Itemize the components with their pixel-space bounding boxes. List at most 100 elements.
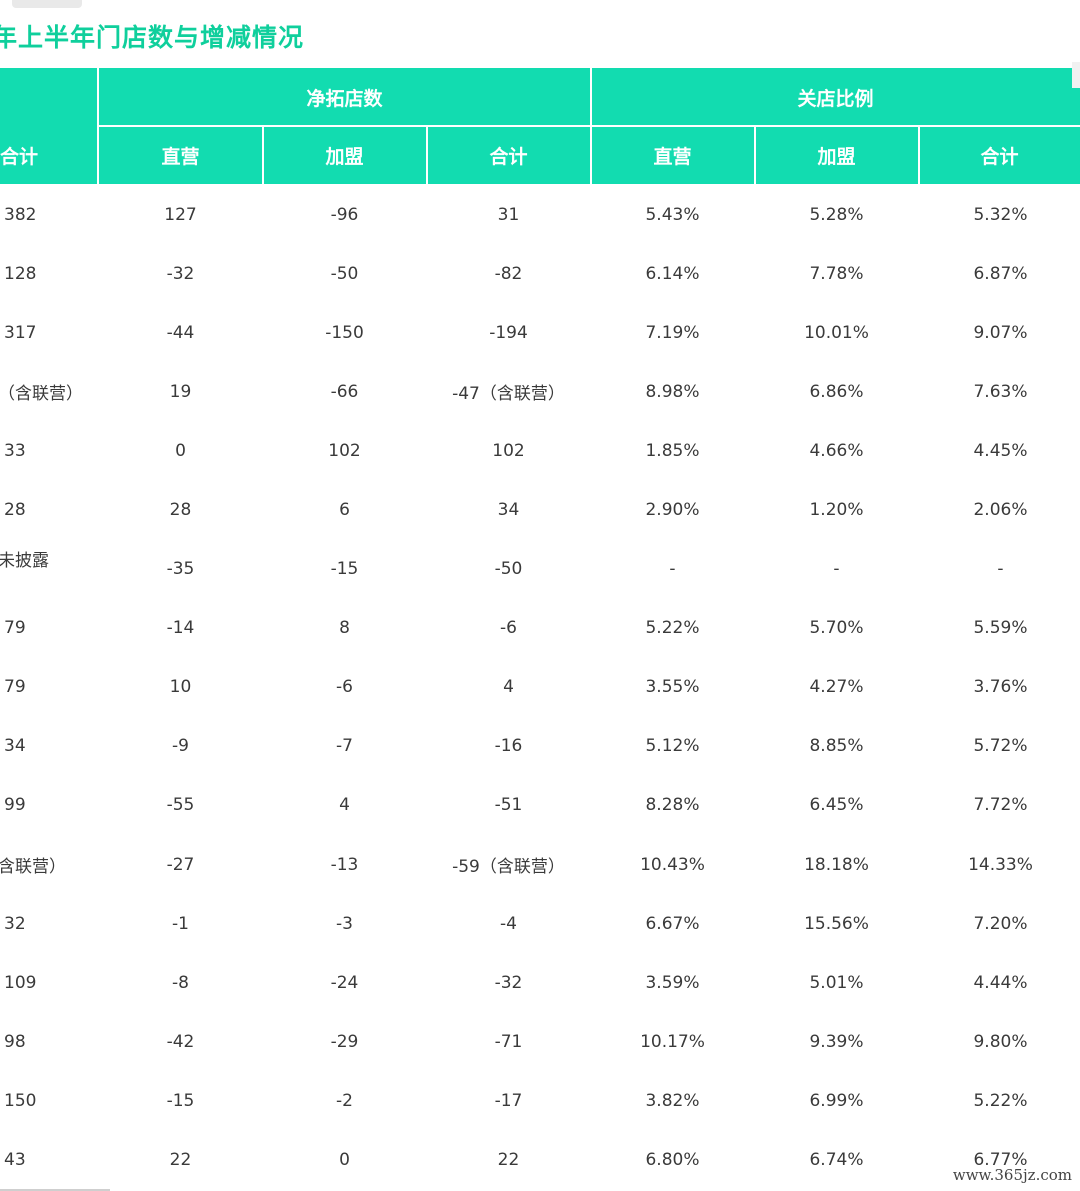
cell-close-franchise: 6.74% — [809, 1150, 864, 1171]
header-divider — [918, 126, 920, 184]
cell-close-total: 4.44% — [973, 972, 1028, 993]
cell-total-left: 32 — [4, 913, 26, 934]
cell-close-franchise: 15.56% — [804, 913, 869, 934]
cell-total-left: 28 — [4, 500, 26, 521]
header-franchise: 加盟 — [325, 145, 364, 168]
table-row: 含联营） -27 -13 -59（含联营） 10.43% 18.18% 14.33% — [0, 835, 1080, 894]
header-direct: 直营 — [161, 145, 200, 168]
cell-total-left: 109 — [4, 972, 37, 993]
cell-net-total: 22 — [497, 1150, 520, 1171]
page-title: 年上半年门店数与增减情况 — [0, 23, 305, 52]
header-close-total: 合计 — [980, 145, 1019, 168]
cell-total-left: 含联营） — [0, 857, 66, 878]
cell-net-direct: -27 — [166, 854, 195, 875]
cell-net-total: 4 — [503, 677, 514, 698]
table-row: （含联营） 19 -66 -47（含联营） 8.98% 6.86% 7.63% — [0, 362, 1080, 421]
table-row: 109 -8 -24 -32 3.59% 5.01% 4.44% — [0, 953, 1080, 1012]
header-divider — [262, 126, 264, 184]
cell-close-direct: - — [669, 559, 676, 580]
cell-close-franchise: - — [833, 559, 840, 580]
cell-net-franchise: 102 — [328, 440, 361, 461]
cell-net-franchise: -29 — [330, 1031, 359, 1052]
cell-total-left: 128 — [4, 263, 37, 284]
cell-net-franchise: -24 — [330, 972, 359, 993]
cell-close-franchise: 1.20% — [809, 500, 864, 521]
cell-net-total: -16 — [494, 736, 523, 757]
cell-net-direct: 28 — [169, 500, 192, 521]
cell-close-direct: 6.80% — [645, 1150, 700, 1171]
table-row: 317 -44 -150 -194 7.19% 10.01% 9.07% — [0, 303, 1080, 362]
cell-close-franchise: 5.70% — [809, 618, 864, 639]
header-total: 合计 — [489, 145, 528, 168]
cell-close-franchise: 4.27% — [809, 677, 864, 698]
cell-net-total: -50 — [494, 559, 523, 580]
cell-net-franchise: -3 — [336, 913, 353, 934]
table-row: 99 -55 4 -51 8.28% 6.45% 7.72% — [0, 776, 1080, 835]
cell-close-total: 14.33% — [968, 854, 1033, 875]
footer-watermark: www.365jz.com — [948, 1165, 1076, 1185]
cell-total-left: 43 — [4, 1150, 26, 1171]
cell-close-franchise: 8.85% — [809, 736, 864, 757]
cell-close-total: 9.07% — [973, 322, 1028, 343]
table-row: 33 0 102 102 1.85% 4.66% 4.45% — [0, 421, 1080, 480]
cell-net-franchise: 6 — [339, 500, 350, 521]
cell-net-franchise: -2 — [336, 1090, 353, 1111]
cell-net-direct: 10 — [169, 677, 192, 698]
cell-net-total: -47（含联营） — [452, 384, 565, 405]
cell-net-total: -194 — [489, 322, 528, 343]
header-group-closure-ratio: 关店比例 — [797, 87, 874, 110]
header-divider — [97, 68, 99, 184]
cell-close-total: 7.63% — [973, 381, 1028, 402]
cell-net-total: 31 — [497, 204, 520, 225]
cell-net-total: -51 — [494, 795, 523, 816]
cell-net-total: 34 — [497, 500, 520, 521]
cell-close-franchise: 9.39% — [809, 1031, 864, 1052]
table-row: 128 -32 -50 -82 6.14% 7.78% 6.87% — [0, 244, 1080, 303]
cell-net-direct: -32 — [166, 263, 195, 284]
cell-total-left: （含联营） — [0, 384, 83, 405]
cell-total-left: 98 — [4, 1031, 26, 1052]
cell-net-direct: -14 — [166, 618, 195, 639]
cell-close-direct: 10.17% — [640, 1031, 705, 1052]
cell-net-direct: -55 — [166, 795, 195, 816]
top-tab-decoration — [12, 0, 82, 8]
header-close-direct: 直营 — [653, 145, 692, 168]
cell-net-total: -59（含联营） — [452, 857, 565, 878]
table-row: 79 10 -6 4 3.55% 4.27% 3.76% — [0, 658, 1080, 717]
cell-close-franchise: 6.99% — [809, 1090, 864, 1111]
cell-net-total: -32 — [494, 972, 523, 993]
cell-total-left: 382 — [4, 204, 37, 225]
bottom-divider — [0, 1189, 110, 1191]
cell-close-direct: 8.28% — [645, 795, 700, 816]
cell-net-total: 102 — [492, 440, 525, 461]
cell-net-franchise: 4 — [339, 795, 350, 816]
header-close-franchise: 加盟 — [817, 145, 856, 168]
table-row: 28 28 6 34 2.90% 1.20% 2.06% — [0, 480, 1080, 539]
cell-net-direct: -35 — [166, 559, 195, 580]
cell-close-direct: 8.98% — [645, 381, 700, 402]
cell-close-total: 7.20% — [973, 913, 1028, 934]
cell-close-franchise: 18.18% — [804, 854, 869, 875]
cell-close-total: - — [997, 559, 1004, 580]
cell-close-direct: 5.43% — [645, 204, 700, 225]
cell-net-franchise: 0 — [339, 1150, 350, 1171]
cell-close-franchise: 7.78% — [809, 263, 864, 284]
cell-close-direct: 7.19% — [645, 322, 700, 343]
cell-net-direct: -9 — [172, 736, 189, 757]
cell-close-direct: 6.14% — [645, 263, 700, 284]
cell-close-direct: 6.67% — [645, 913, 700, 934]
cell-close-direct: 3.55% — [645, 677, 700, 698]
cell-total-left: 317 — [4, 322, 37, 343]
cell-net-franchise: -15 — [330, 559, 359, 580]
cell-close-franchise: 5.01% — [809, 972, 864, 993]
cell-net-direct: -1 — [172, 913, 189, 934]
cell-close-total: 7.72% — [973, 795, 1028, 816]
table-row: 150 -15 -2 -17 3.82% 6.99% 5.22% — [0, 1071, 1080, 1130]
table-row: 32 -1 -3 -4 6.67% 15.56% 7.20% — [0, 894, 1080, 953]
cell-close-franchise: 6.86% — [809, 381, 864, 402]
cell-total-left: 79 — [4, 618, 26, 639]
cell-net-franchise: -66 — [330, 381, 359, 402]
table-body: 382 127 -96 31 5.43% 5.28% 5.32% 128 -32 -50 -82 6.… — [0, 185, 1080, 1190]
cell-close-direct: 1.85% — [645, 440, 700, 461]
cell-net-direct: 22 — [169, 1150, 192, 1171]
